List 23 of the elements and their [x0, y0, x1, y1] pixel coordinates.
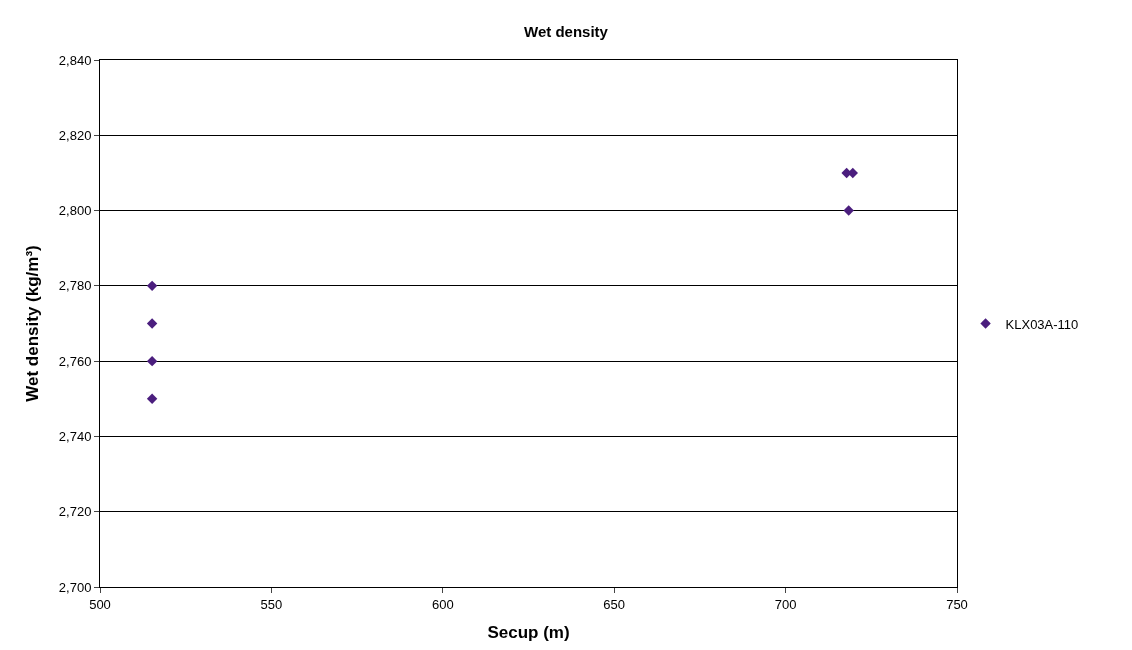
x-tick-label: 600 — [431, 596, 454, 612]
x-tick-label: 650 — [603, 596, 626, 612]
x-tick-label: 750 — [946, 596, 968, 612]
point — [146, 280, 158, 292]
y-tick-label: 2,800 — [58, 203, 92, 219]
point — [146, 393, 158, 404]
y-axis-title: Wet density (kg/m³) — [23, 245, 43, 402]
x-axis-title: Secup (m) — [487, 623, 570, 642]
y-tick-label: 2,720 — [58, 504, 92, 520]
legend-label: KLX03A-110 — [1005, 316, 1079, 332]
y-tick-label: 2,740 — [58, 428, 92, 444]
y-tick-label: 2,700 — [58, 579, 92, 595]
chart-title: Wet density — [524, 22, 609, 40]
x-tick-label: 550 — [260, 596, 283, 612]
point — [146, 355, 158, 367]
y-tick-label: 2,820 — [58, 127, 92, 143]
point — [146, 318, 158, 329]
y-tick-label: 2,780 — [58, 278, 92, 294]
y-tick-label: 2,840 — [58, 52, 92, 68]
x-tick-label: 500 — [89, 596, 111, 612]
x-tick-label: 700 — [774, 596, 797, 612]
point — [843, 205, 854, 216]
y-tick-label: 2,760 — [58, 353, 92, 369]
